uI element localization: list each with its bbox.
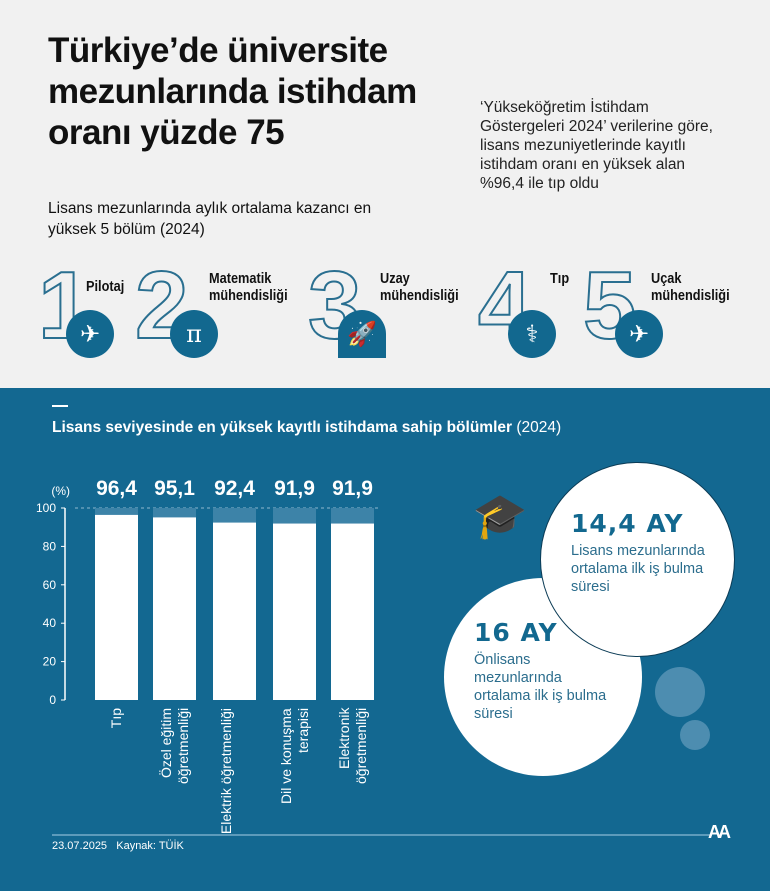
- rank-item-3: 3 Uzay mühendisliği 🚀: [307, 257, 478, 358]
- section-subtitle: Lisans mezunlarında aylık ortalama kazan…: [48, 200, 372, 238]
- bar: [213, 522, 256, 700]
- x-tick-label: Tıp: [107, 708, 124, 729]
- y-tick-label: 0: [49, 693, 56, 707]
- airplane-icon: ✈: [615, 310, 663, 358]
- bar-value-label: 96,4: [96, 477, 137, 500]
- rank-label: Matematik mühendisliği: [209, 270, 288, 304]
- stat-circle-lisans: 14,4 AY Lisans mezunlarında ortalama ilk…: [540, 462, 735, 657]
- rank-label: Uçak mühendisliği: [651, 270, 730, 304]
- rank-item-2: 2 Matematik mühendisliği π: [134, 257, 305, 358]
- bar-value-label: 92,4: [214, 477, 255, 500]
- pilot-icon: ✈: [66, 310, 114, 358]
- chart-title: Lisans seviyesinde en yüksek kayıtlı ist…: [52, 418, 561, 438]
- aa-logo: AA: [708, 822, 731, 842]
- stat-value: 16 AY: [474, 618, 558, 647]
- y-tick-label: 80: [43, 539, 57, 553]
- doctor-icon: ⚕: [508, 310, 556, 358]
- rank-item-1: 1 Pilotaj ✈: [37, 257, 138, 358]
- y-tick-label: 100: [36, 501, 56, 515]
- decorative-circle: [680, 720, 710, 750]
- decorative-circle: [655, 667, 705, 717]
- stat-value: 14,4 AY: [571, 509, 684, 538]
- y-axis-unit: (%): [51, 484, 70, 498]
- chart-title-year: (2024): [516, 419, 562, 436]
- rank-item-4: 4 Tıp ⚕: [477, 257, 578, 358]
- x-tick-label: Elektrik öğretmenliği: [217, 708, 234, 835]
- stat-text: Lisans mezunlarında ortalama ilk iş bulm…: [571, 543, 705, 595]
- y-tick-label: 20: [43, 655, 57, 669]
- bar: [273, 523, 316, 700]
- bar-value-label: 91,9: [274, 477, 315, 500]
- graduate-icon: 🎓: [472, 492, 528, 541]
- pi-icon: π: [170, 310, 218, 358]
- chart-title-text: Lisans seviyesinde en yüksek kayıtlı ist…: [52, 419, 513, 436]
- bar-chart: (%) 0 20 40 60 80 100 96,4 95,1 92,4 91,9 91,9: [36, 477, 378, 707]
- bar-value-label: 95,1: [154, 477, 195, 500]
- top-section: Türkiye’de üniversite mezunlarında istih…: [0, 0, 770, 388]
- x-tick-label: Elektronik öğretmenliği: [335, 708, 369, 785]
- bar-value-label: 91,9: [332, 477, 373, 500]
- y-tick-label: 60: [43, 578, 57, 592]
- rank-label: Uzay mühendisliği: [380, 270, 459, 304]
- rank-label: Tıp: [550, 270, 570, 287]
- footer-date: 23.07.2025: [52, 840, 108, 852]
- rank-item-5: 5 Uçak mühendisliği ✈: [582, 257, 753, 358]
- rocket-icon: 🚀: [338, 310, 386, 358]
- rank-label: Pilotaj: [86, 278, 125, 295]
- page-title: Türkiye’de üniversite mezunlarında istih…: [48, 31, 417, 152]
- x-tick-label: Dil ve konuşma terapisi: [277, 708, 311, 804]
- quote-text: ‘Yükseköğretim İstihdam Göstergeleri 202…: [480, 99, 713, 192]
- stat-text: Önlisans mezunlarında ortalama ilk iş bu…: [474, 652, 607, 722]
- bar: [95, 514, 138, 700]
- bar: [331, 523, 374, 700]
- y-tick-label: 40: [43, 616, 57, 630]
- x-tick-label: Özel eğitim öğretmenliği: [157, 708, 191, 785]
- bar: [153, 517, 196, 700]
- footer-source: Kaynak: TÜİK: [116, 840, 184, 852]
- footer: 23.07.2025 Kaynak: TÜİK: [52, 840, 184, 852]
- footer-divider: [52, 834, 712, 836]
- title-dash: [52, 405, 68, 407]
